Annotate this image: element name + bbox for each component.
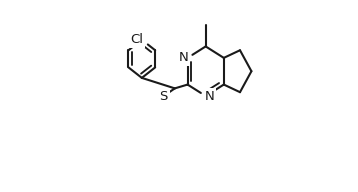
- Text: Cl: Cl: [131, 33, 144, 46]
- Text: N: N: [205, 89, 214, 103]
- Text: S: S: [160, 89, 168, 103]
- Text: N: N: [179, 51, 189, 64]
